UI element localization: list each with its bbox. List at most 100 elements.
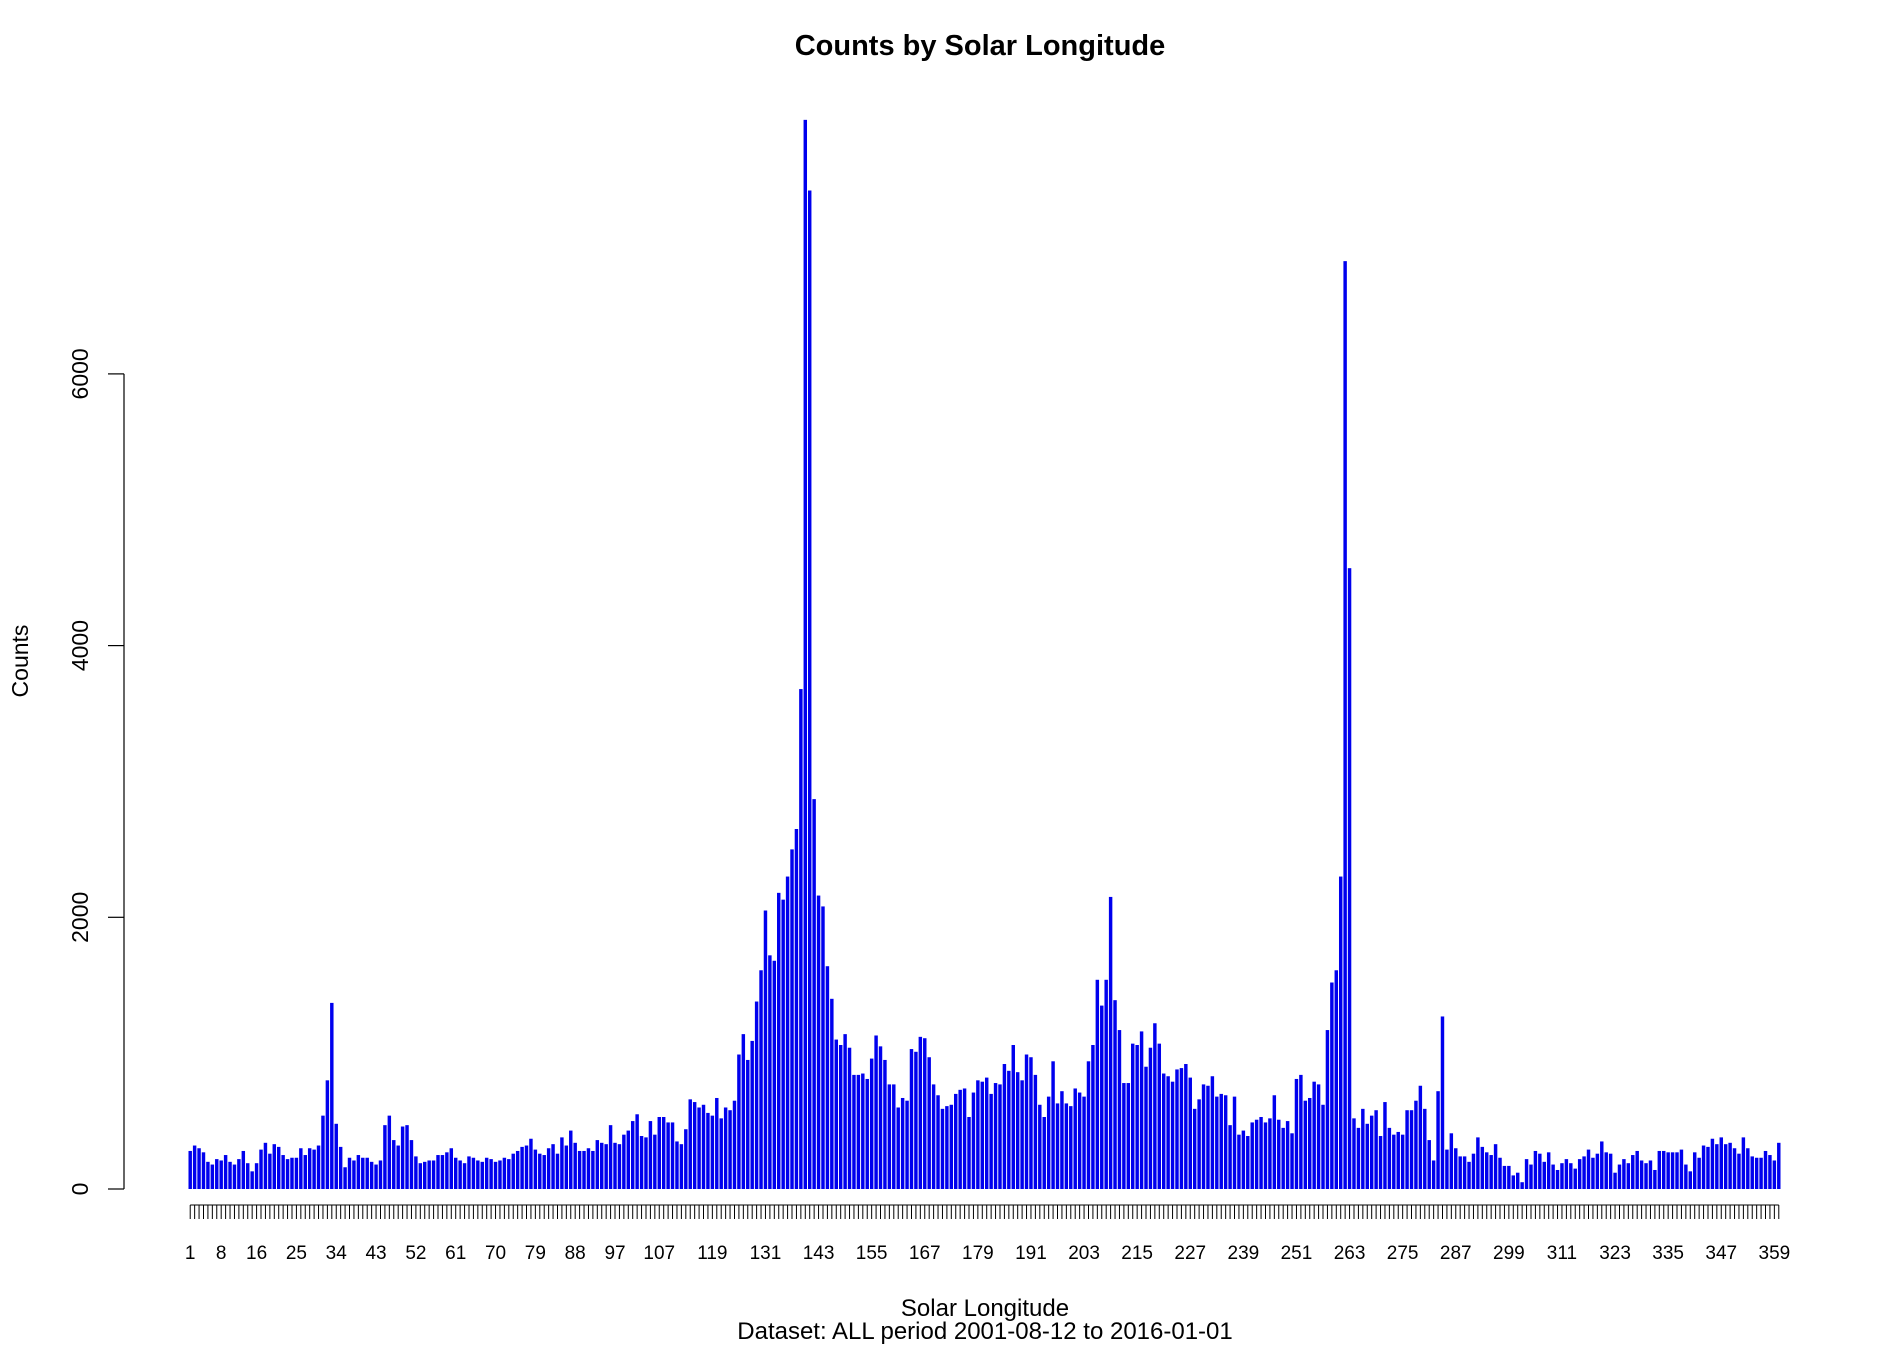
bar — [299, 1148, 303, 1189]
bar — [1338, 876, 1343, 1189]
bar — [215, 1159, 219, 1189]
bar — [661, 1117, 666, 1189]
bar — [392, 1140, 396, 1189]
x-tick-label: 34 — [326, 1243, 348, 1264]
bar — [1613, 1172, 1617, 1189]
bar — [1170, 1081, 1175, 1189]
bar — [838, 1045, 843, 1189]
bar — [1223, 1095, 1228, 1189]
bar — [347, 1157, 352, 1189]
bar — [1502, 1165, 1507, 1189]
x-tick-label: 79 — [525, 1243, 546, 1264]
bar — [400, 1126, 405, 1189]
bar — [1533, 1150, 1538, 1189]
bar — [1246, 1136, 1250, 1189]
bar — [1113, 1000, 1117, 1189]
bar — [653, 1134, 657, 1189]
bar — [1184, 1064, 1188, 1189]
bar — [1728, 1142, 1732, 1189]
bar — [1334, 970, 1339, 1189]
bar — [1029, 1057, 1033, 1189]
bar — [1020, 1080, 1024, 1189]
bar — [816, 895, 821, 1189]
bar — [1639, 1160, 1644, 1189]
bar — [1352, 1118, 1356, 1189]
bar — [352, 1160, 356, 1189]
bar — [989, 1093, 993, 1189]
x-tick-label: 263 — [1334, 1243, 1366, 1264]
x-tick-label: 275 — [1387, 1243, 1419, 1264]
bar — [1418, 1085, 1423, 1189]
bar — [803, 119, 808, 1190]
bar — [197, 1148, 201, 1189]
bar — [1086, 1061, 1091, 1189]
x-tick-label: 143 — [803, 1243, 835, 1264]
bar — [1290, 1133, 1294, 1189]
bar — [369, 1161, 374, 1189]
bar — [312, 1149, 316, 1189]
bar — [1095, 979, 1100, 1189]
bar — [1294, 1078, 1299, 1189]
bar — [1277, 1119, 1281, 1189]
bar — [374, 1164, 378, 1189]
bar — [1254, 1119, 1259, 1189]
bar — [1263, 1122, 1268, 1189]
bar — [241, 1150, 246, 1189]
bar — [768, 955, 772, 1189]
bar-series — [188, 119, 1781, 1190]
bar — [635, 1114, 639, 1189]
bar — [1445, 1149, 1449, 1189]
x-tick-label: 323 — [1599, 1243, 1631, 1264]
bar — [1538, 1153, 1542, 1189]
bar — [418, 1163, 423, 1189]
bar — [670, 1122, 675, 1189]
bar — [307, 1148, 312, 1189]
bar — [1489, 1155, 1493, 1189]
bar — [1055, 1103, 1060, 1189]
bar — [1215, 1096, 1219, 1189]
bar — [626, 1130, 631, 1189]
bar — [1347, 568, 1352, 1189]
bar — [723, 1107, 728, 1189]
bar — [188, 1150, 192, 1189]
bar — [1617, 1164, 1622, 1189]
bar — [493, 1161, 498, 1189]
bar — [962, 1088, 967, 1189]
chart-subtitle: Dataset: ALL period 2001-08-12 to 2016-0… — [737, 1318, 1232, 1345]
bar — [763, 910, 768, 1189]
bar — [396, 1145, 400, 1189]
bar — [1378, 1136, 1383, 1189]
bar — [900, 1097, 905, 1189]
bar — [905, 1100, 909, 1189]
bar — [1091, 1045, 1095, 1189]
bar — [431, 1160, 436, 1189]
bar — [272, 1144, 277, 1189]
bar — [1343, 261, 1347, 1189]
bar — [1374, 1110, 1378, 1189]
bar — [1635, 1150, 1639, 1189]
bar — [1608, 1153, 1613, 1189]
bar — [538, 1153, 542, 1189]
bar — [1250, 1122, 1254, 1189]
bar — [294, 1157, 299, 1189]
bar — [1308, 1097, 1312, 1189]
bar — [1285, 1121, 1290, 1189]
bar — [1675, 1152, 1679, 1189]
bar — [706, 1112, 710, 1189]
bar — [427, 1160, 431, 1189]
bar — [759, 970, 763, 1189]
bar — [892, 1084, 896, 1189]
bar — [383, 1125, 387, 1189]
bar — [1701, 1145, 1706, 1189]
bar — [1232, 1096, 1237, 1189]
bar — [1679, 1149, 1684, 1189]
x-tick-label: 52 — [405, 1243, 426, 1264]
bar — [303, 1155, 307, 1189]
bar — [573, 1142, 577, 1189]
bar — [1396, 1131, 1400, 1189]
bar — [555, 1153, 560, 1189]
bar — [1746, 1148, 1750, 1189]
bar — [1139, 1031, 1144, 1189]
bar — [617, 1144, 622, 1189]
